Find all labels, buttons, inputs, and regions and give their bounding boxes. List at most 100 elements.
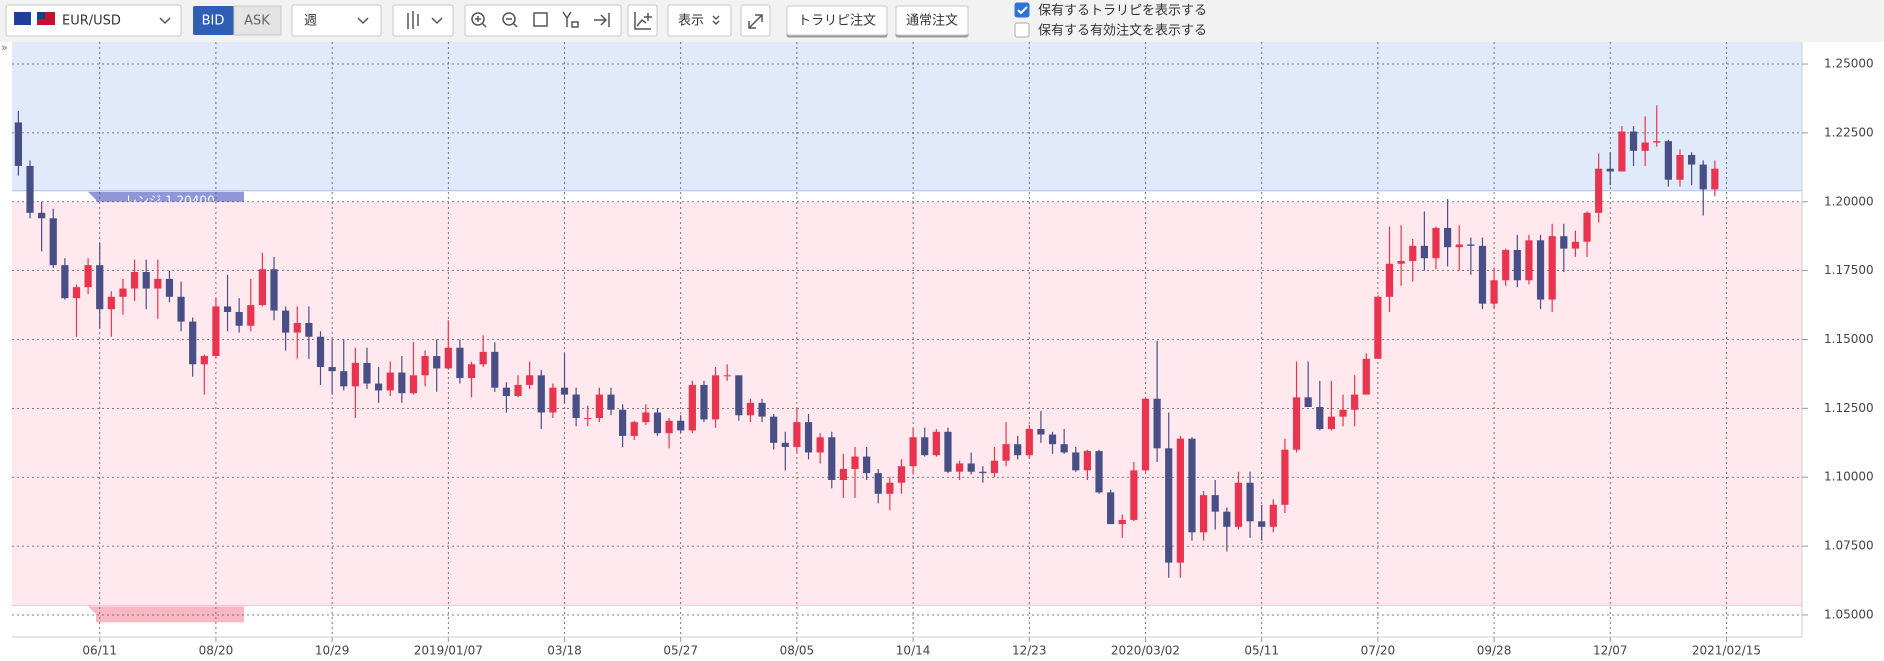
trarepi-order-button[interactable]	[786, 5, 888, 36]
candle-body	[630, 422, 638, 436]
candle-body	[1211, 495, 1219, 512]
candle-body	[386, 372, 394, 391]
checkbox[interactable]	[1014, 22, 1030, 38]
candle-body	[688, 384, 696, 431]
display-select[interactable]	[667, 4, 732, 37]
normal-order-button[interactable]	[895, 5, 969, 36]
candle-body	[1374, 296, 1382, 359]
candle-body	[653, 412, 662, 434]
period-select[interactable]	[291, 4, 382, 37]
candle-body	[1258, 521, 1266, 527]
x-tick-label: 03/18	[547, 644, 582, 658]
chart-type-select[interactable]	[392, 4, 454, 37]
period: 週	[304, 14, 317, 29]
candle-body	[921, 437, 929, 456]
tool-group	[464, 4, 622, 37]
candle-body	[560, 387, 569, 395]
candle-body	[1711, 168, 1719, 190]
collapse-toggle[interactable]: »	[1, 41, 8, 54]
candle-body	[863, 456, 871, 474]
range-tag-arrow	[88, 606, 96, 615]
zoom-out[interactable]	[502, 12, 516, 26]
candle-body	[909, 437, 917, 467]
candle-body	[549, 387, 557, 413]
bid-button[interactable]	[193, 6, 234, 35]
candle-body	[1234, 482, 1243, 527]
candle-body	[1595, 168, 1603, 213]
candle-body	[1653, 141, 1661, 143]
candle-body	[200, 356, 208, 365]
candle-body	[1153, 398, 1161, 449]
candle-body	[119, 288, 127, 297]
candle-body	[374, 383, 383, 391]
x-tick-label: 10/29	[315, 644, 350, 658]
candle-body	[1536, 240, 1545, 300]
chevron	[431, 17, 443, 25]
chevron	[159, 17, 171, 25]
candle-body	[584, 418, 592, 420]
candle-body	[1176, 438, 1184, 563]
y-tick-label: 1.17500	[1824, 263, 1874, 277]
candle-body	[154, 278, 162, 289]
candle-body	[677, 420, 685, 431]
candle-body	[967, 463, 975, 472]
candle-body	[1002, 444, 1010, 461]
tool-icons	[464, 4, 622, 37]
range-tag-arrow	[88, 191, 96, 200]
candle-body	[1409, 245, 1417, 261]
candle-body	[851, 456, 859, 469]
candle-body	[1664, 141, 1672, 180]
candle-body	[1048, 434, 1057, 445]
candle-body	[1420, 245, 1428, 259]
candle-body	[1548, 236, 1556, 300]
candle-body	[955, 463, 964, 472]
candle-body	[49, 218, 57, 266]
candle-body	[1014, 444, 1022, 456]
fit-icon[interactable]	[533, 12, 548, 27]
candle-body	[619, 409, 627, 436]
candle-body	[758, 402, 766, 417]
candle-body	[1107, 492, 1115, 525]
candle-body	[932, 431, 940, 456]
x-tick-label: 12/23	[1012, 644, 1047, 658]
candle-body	[421, 356, 429, 376]
candle-body	[398, 372, 406, 394]
candle-body	[1432, 227, 1440, 259]
candle-body	[793, 422, 801, 447]
x-tick-label: 2021/02/15	[1692, 644, 1761, 658]
y-tick-label: 1.25000	[1824, 57, 1874, 71]
candle-body	[305, 322, 313, 337]
candle-body	[212, 306, 220, 357]
candle-body	[1699, 164, 1707, 190]
candle-body	[1467, 244, 1475, 246]
candle-body	[839, 468, 847, 480]
candle-body	[1246, 482, 1254, 522]
button-label: 通常注文	[906, 14, 958, 29]
x-tick-label: 2019/01/07	[414, 644, 483, 658]
candle-body	[607, 394, 615, 410]
ask-button[interactable]	[233, 5, 282, 36]
latest-icon[interactable]	[594, 13, 610, 27]
candle-body	[1130, 470, 1138, 520]
candle-body	[990, 460, 999, 474]
candle-body	[514, 384, 522, 396]
range-band	[12, 42, 1802, 191]
lock-y-icon[interactable]	[562, 11, 579, 28]
range-tag	[96, 606, 244, 623]
candle-body	[1560, 236, 1568, 249]
candle-body	[1385, 263, 1394, 297]
zoom-in[interactable]	[471, 12, 485, 26]
x-tick-label: 05/27	[663, 644, 698, 658]
y-tick-label: 1.10000	[1824, 470, 1874, 484]
candle-body	[467, 364, 476, 379]
checkbox-label: 保有する有効注文を表示する	[1038, 24, 1207, 39]
candle-body	[944, 431, 952, 472]
candle-body	[1444, 227, 1452, 248]
candle-body	[1688, 154, 1696, 165]
checkbox[interactable]	[1014, 2, 1030, 18]
pair-select[interactable]: EUR/USD	[5, 4, 182, 37]
chevron	[357, 17, 369, 25]
x-tick-label: 09/28	[1477, 644, 1512, 658]
candle-body	[1269, 504, 1277, 527]
candle-body	[1490, 280, 1498, 304]
